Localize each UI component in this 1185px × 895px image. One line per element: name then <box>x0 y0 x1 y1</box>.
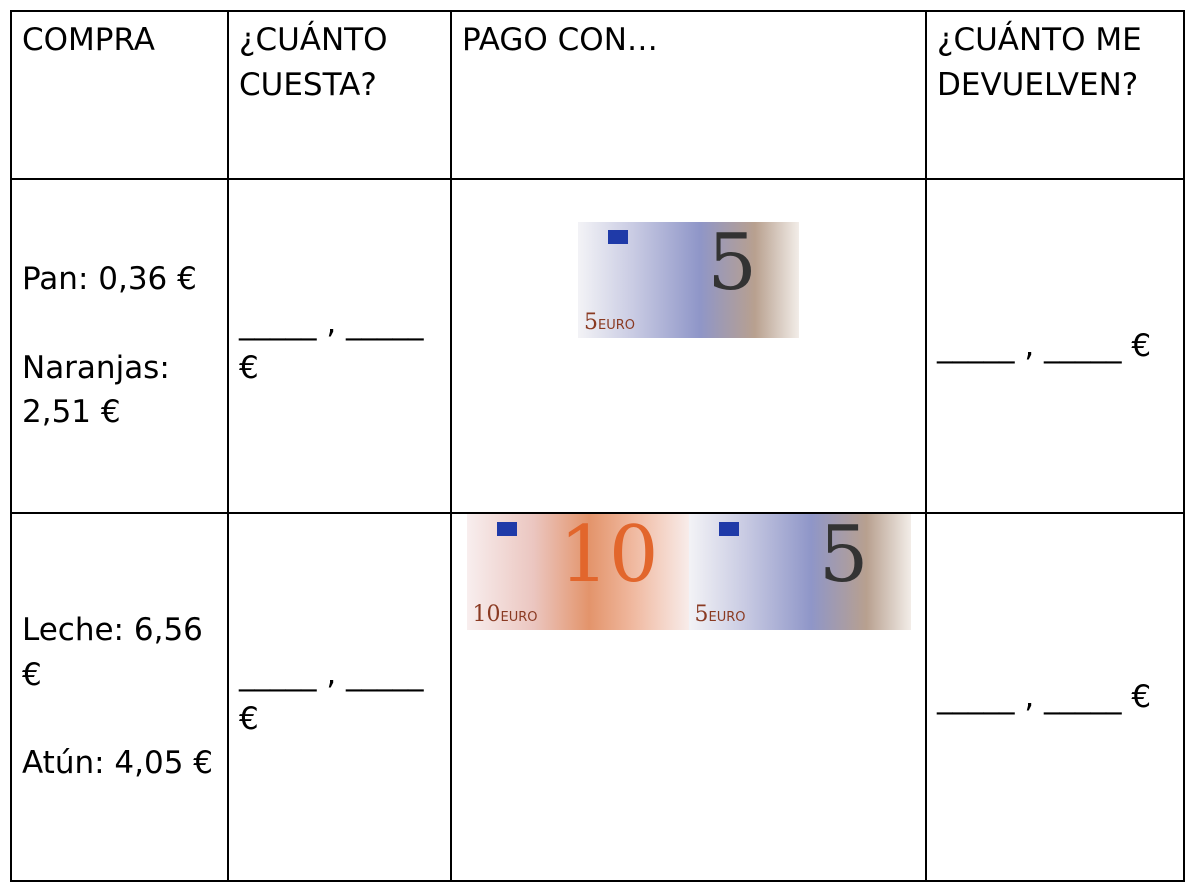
payment-cell: 5 5EURO <box>450 178 927 514</box>
header-row: COMPRA ¿CUÁNTO CUESTA? PAGO CON… ¿CUÁNTO… <box>10 10 1185 180</box>
row: Leche: 6,56 € Atún: 4,05 € _____ , _____… <box>10 512 1185 882</box>
items-cell: Leche: 6,56 € Atún: 4,05 € <box>10 512 229 882</box>
header-cell: PAGO CON… <box>450 10 927 180</box>
row: Pan: 0,36 € Naranjas: 2,51 € _____ , ___… <box>10 178 1185 514</box>
header-cell: COMPRA <box>10 10 229 180</box>
note-value: 5 <box>707 222 757 308</box>
header-cell: ¿CUÁNTO CUESTA? <box>227 10 452 180</box>
item: Leche: 6,56 € <box>22 611 203 693</box>
item: Atún: 4,05 € <box>22 745 214 782</box>
note-label: EURO <box>708 610 746 625</box>
payment-cell: 10 10EURO 5 5EURO <box>450 512 927 882</box>
change-cell: _____ , _____ € <box>925 178 1185 514</box>
worksheet-table: COMPRA ¿CUÁNTO CUESTA? PAGO CON… ¿CUÁNTO… <box>10 10 1185 882</box>
banknote: 5 5EURO <box>688 514 911 630</box>
item: Pan: 0,36 € <box>22 260 197 297</box>
cost-cell: _____ , _____ € <box>227 178 452 514</box>
header-cell: ¿CUÁNTO ME DEVUELVEN? <box>925 10 1185 180</box>
note-value: 5 <box>694 602 709 627</box>
items-cell: Pan: 0,36 € Naranjas: 2,51 € <box>10 178 229 514</box>
note-value: 5 <box>818 514 869 600</box>
banknote: 5 5EURO <box>578 222 799 338</box>
item: Naranjas: 2,51 € <box>22 349 170 431</box>
change-cell: _____ , _____ € <box>925 512 1185 882</box>
cost-cell: _____ , _____ € <box>227 512 452 882</box>
note-label: EURO <box>598 318 635 333</box>
note-value: 5 <box>584 310 598 335</box>
note-label: EURO <box>500 610 538 625</box>
note-value: 10 <box>559 514 659 600</box>
banknote: 10 10EURO <box>466 514 689 630</box>
note-value: 10 <box>472 602 501 627</box>
